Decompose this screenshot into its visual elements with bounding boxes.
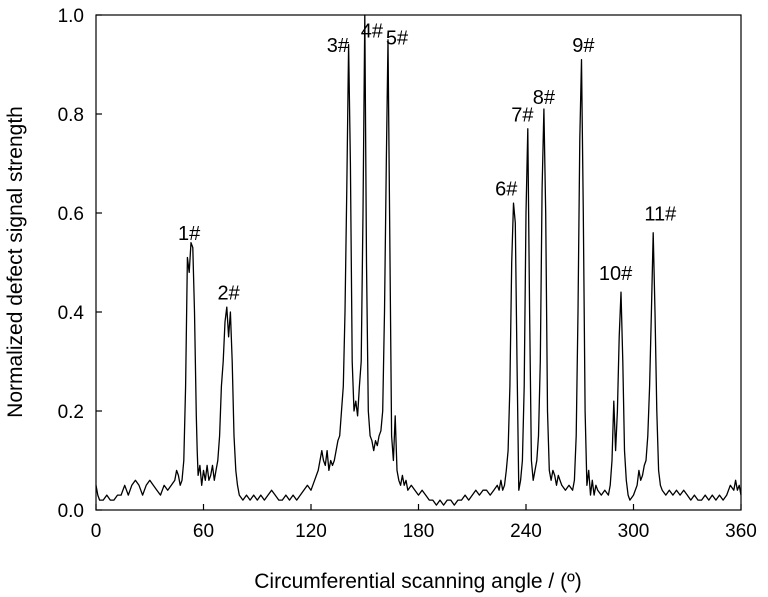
peak-label: 6#: [495, 179, 518, 201]
y-tick-label: 0.4: [58, 303, 85, 324]
y-tick-label: 1.0: [58, 6, 84, 27]
y-axis-title: Normalized defect signal strength: [4, 106, 27, 418]
x-tick-label: 360: [725, 521, 757, 542]
y-axis: 0.0 0.2 0.4 0.6 0.8 1.0: [58, 6, 102, 522]
x-tick-label: 0: [91, 521, 102, 542]
peak-label: 11#: [644, 203, 677, 225]
x-axis: 0 60 120 180 240 300 360: [91, 504, 757, 542]
peak-label: 10#: [599, 263, 633, 285]
x-axis-title: Circumferential scanning angle / (º): [254, 570, 581, 593]
peak-label: 9#: [572, 35, 595, 57]
plot-area: [95, 14, 742, 511]
y-tick-label: 0.8: [58, 105, 84, 126]
signal-line: [95, 14, 742, 506]
peak-label: 2#: [217, 283, 240, 305]
peak-label: 7#: [511, 104, 534, 126]
peak-labels: 1# 2# 3# 4# 5# 6# 7#8# 9# 10# 11#: [178, 20, 677, 304]
x-tick-label: 60: [193, 521, 214, 542]
x-tick-label: 240: [510, 521, 542, 542]
peak-label: 3#: [327, 35, 350, 57]
peak-label: 1#: [178, 223, 201, 245]
y-tick-label: 0.6: [58, 204, 84, 225]
x-tick-label: 180: [403, 521, 435, 542]
y-tick-label: 0.0: [58, 501, 84, 522]
x-tick-label: 120: [295, 521, 327, 542]
x-tick-label: 300: [618, 521, 650, 542]
peak-label: 5#: [386, 28, 409, 50]
y-tick-label: 0.2: [58, 402, 84, 423]
peak-label: 4#: [361, 20, 384, 42]
peak-label: 8#: [533, 87, 556, 109]
